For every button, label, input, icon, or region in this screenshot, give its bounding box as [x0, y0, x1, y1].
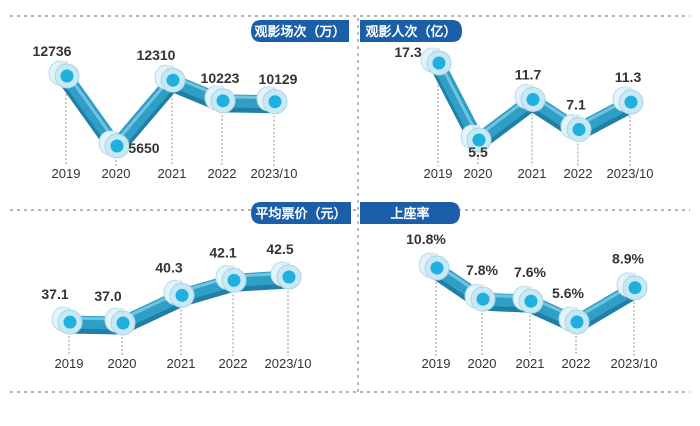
x-tick-label: 2023/10	[251, 166, 298, 181]
data-point-dot	[572, 123, 586, 137]
data-point-dot	[116, 316, 130, 330]
data-label: 5.6%	[552, 285, 584, 301]
data-label: 10223	[201, 70, 240, 86]
data-label: 42.1	[209, 244, 236, 260]
x-tick-label: 2021	[518, 166, 547, 181]
x-tick-label: 2020	[464, 166, 493, 181]
data-label: 12736	[33, 43, 72, 59]
data-point-dot	[430, 261, 444, 275]
data-point-dot	[432, 56, 446, 70]
data-label: 10129	[259, 71, 298, 87]
data-label: 8.9%	[612, 251, 644, 267]
data-point-dot	[268, 95, 282, 109]
chart-title-bar: 观影场次（万）	[251, 20, 349, 42]
data-point-dot	[526, 93, 540, 107]
x-tick-label: 2022	[562, 356, 591, 371]
data-label: 11.3	[615, 69, 642, 85]
data-point-dot	[60, 69, 74, 83]
data-point-dot	[216, 94, 230, 108]
x-tick-label: 2020	[102, 166, 131, 181]
data-label: 40.3	[155, 259, 182, 275]
chart-title-bar: 观影人次（亿）	[360, 20, 462, 42]
data-label: 42.5	[266, 241, 293, 257]
data-point	[464, 283, 496, 312]
chart-title-bar: 上座率	[360, 202, 460, 224]
data-point	[560, 114, 592, 143]
data-label: 5.5	[468, 144, 488, 160]
x-tick-label: 2023/10	[607, 166, 654, 181]
chart-panel-4: 上座率 10.8% 7.8% 7.6% 5.6% 8.9% 2019 2020 2021 2022…	[360, 202, 658, 371]
data-label: 7.8%	[466, 262, 498, 278]
chart-title-background	[251, 20, 349, 42]
data-point-dot	[63, 315, 77, 329]
data-point	[163, 279, 195, 308]
data-point-dot	[227, 273, 241, 287]
data-label: 37.0	[94, 288, 121, 304]
x-tick-label: 2023/10	[611, 356, 658, 371]
data-point-dot	[628, 281, 642, 295]
chart-title-bar: 平均票价（元）	[251, 202, 351, 224]
x-tick-label: 2021	[158, 166, 187, 181]
x-tick-label: 2019	[422, 356, 451, 371]
x-tick-label: 2020	[468, 356, 497, 371]
panel-dividers	[10, 15, 690, 393]
x-tick-label: 2021	[516, 356, 545, 371]
data-point-dot	[175, 288, 189, 302]
chart-panel-1: 观影场次（万） 12736 5650 12310 10223 10129 2019 2020 2…	[33, 20, 349, 181]
chart-title: 观影场次（万）	[254, 24, 345, 40]
x-tick-label: 2021	[167, 356, 196, 371]
data-point-dot	[472, 133, 486, 147]
data-point-dot	[282, 270, 296, 284]
data-point	[612, 86, 644, 115]
x-tick-label: 2019	[52, 166, 81, 181]
data-point	[98, 130, 130, 159]
data-point-dot	[524, 294, 538, 308]
data-label: 7.1	[566, 97, 586, 113]
data-point	[104, 307, 136, 336]
data-point-dot	[476, 292, 490, 306]
data-point	[420, 47, 452, 76]
chart-title-background	[360, 20, 462, 42]
data-point-dot	[570, 315, 584, 329]
data-point	[514, 84, 546, 113]
chart-title: 平均票价（元）	[255, 206, 346, 222]
chart-title-background	[360, 202, 460, 224]
x-tick-label: 2019	[424, 166, 453, 181]
data-point	[418, 252, 450, 281]
data-point-dot	[110, 139, 124, 153]
data-point	[215, 264, 247, 293]
chart-panel-2: 观影人次（亿） 17.3 5.5 11.7 7.1 11.3 2019 2020 2021 202…	[360, 20, 654, 181]
data-point	[256, 86, 288, 115]
chart-panel-3: 平均票价（元） 37.1 37.0 40.3 42.1 42.5 2019 2020 2021 2…	[41, 202, 351, 371]
chart-title: 观影人次（亿）	[365, 24, 456, 40]
data-point-dot	[166, 73, 180, 87]
data-point-dot	[624, 95, 638, 109]
data-point	[616, 272, 648, 301]
chart-title-background	[251, 202, 351, 224]
data-point	[460, 124, 492, 153]
data-point	[558, 306, 590, 335]
data-label: 5650	[128, 140, 159, 156]
x-tick-label: 2022	[219, 356, 248, 371]
x-tick-label: 2019	[55, 356, 84, 371]
data-point	[51, 306, 83, 335]
chart-title: 上座率	[390, 206, 429, 222]
data-label: 10.8%	[406, 231, 446, 247]
data-label: 37.1	[41, 286, 68, 302]
data-label: 17.3	[394, 44, 421, 60]
data-point	[154, 64, 186, 93]
x-tick-label: 2022	[564, 166, 593, 181]
data-label: 12310	[137, 47, 176, 63]
x-tick-label: 2020	[108, 356, 137, 371]
data-point	[512, 285, 544, 314]
data-label: 7.6%	[514, 264, 546, 280]
data-label: 11.7	[515, 67, 542, 83]
x-tick-label: 2023/10	[265, 356, 312, 371]
data-point	[204, 85, 236, 114]
data-point	[270, 261, 302, 290]
data-point	[48, 60, 80, 89]
x-tick-label: 2022	[208, 166, 237, 181]
